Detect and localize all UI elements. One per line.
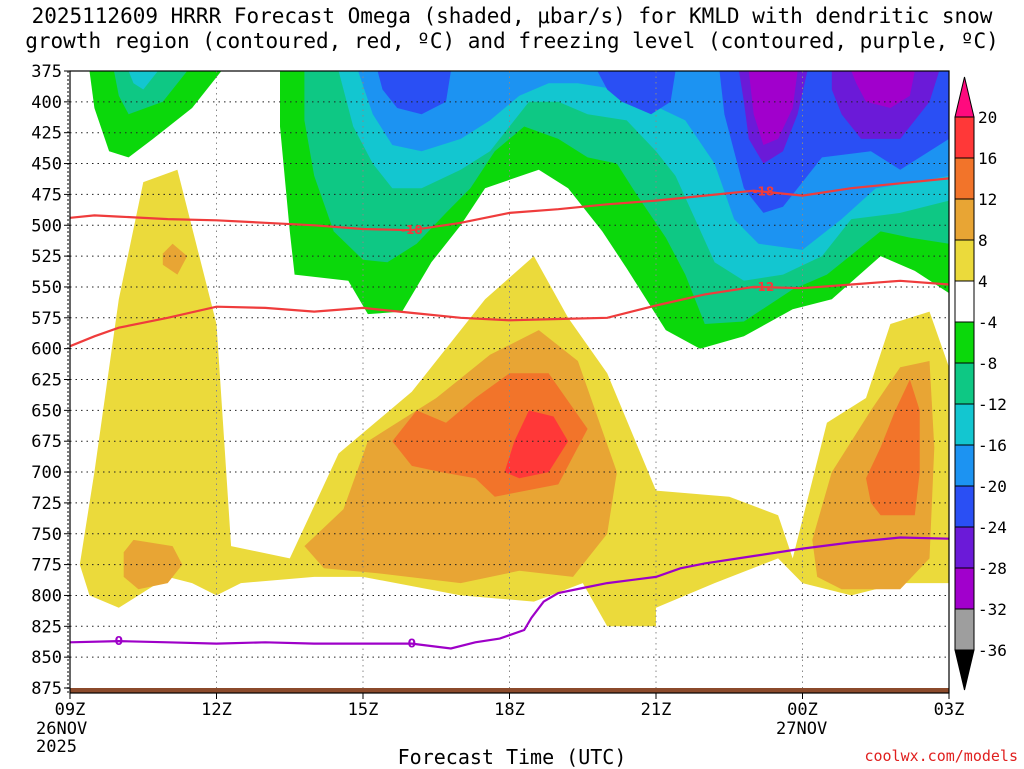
x-tick-label: 00Z bbox=[787, 700, 818, 720]
colorbar: 20 16 12 8 4 -4 -8 -12 -16 -20 -24 -28 -32 -36 bbox=[954, 76, 1007, 691]
colorbar-tick-label: 20 bbox=[978, 108, 997, 127]
contour-label: -12 bbox=[753, 280, 775, 294]
grid-layer bbox=[70, 71, 949, 693]
y-tick-label: 450 bbox=[31, 155, 62, 175]
omega-region-10 bbox=[114, 71, 188, 115]
colorbar-tick-label: -20 bbox=[978, 477, 1007, 496]
y-tick-label: 500 bbox=[31, 216, 62, 236]
colorbar-bin bbox=[954, 239, 975, 282]
y-tick-label: 875 bbox=[31, 679, 62, 699]
colorbar-tick-label: -4 bbox=[978, 313, 997, 332]
colorbar-bin bbox=[954, 526, 975, 569]
title-line-1: 2025112609 HRRR Forecast Omega (shaded, … bbox=[31, 4, 993, 28]
contour-label: -18 bbox=[753, 185, 775, 199]
colorbar-tick-label: 4 bbox=[978, 272, 988, 291]
title-line-2: growth region (contoured, red, ºC) and f… bbox=[25, 29, 999, 53]
x-tick-label: 12Z bbox=[201, 700, 232, 720]
y-tick-label: 425 bbox=[31, 124, 62, 144]
axes-layer: 375 400 425 450 475 500 525 550 575 600 625 650 675 7… bbox=[31, 62, 964, 720]
contour-label: -18 bbox=[401, 223, 423, 237]
contour-label: 0 bbox=[115, 634, 123, 648]
x-tick-label: 03Z bbox=[934, 700, 965, 720]
y-tick-label: 550 bbox=[31, 278, 62, 298]
contour-line-0 bbox=[70, 177, 949, 232]
omega-region-6 bbox=[866, 379, 920, 516]
y-tick-label: 475 bbox=[31, 185, 62, 205]
colorbar-bin bbox=[954, 116, 975, 159]
y-tick-label: 675 bbox=[31, 432, 62, 452]
contour-layer: -18 -18 -12 0 0 bbox=[70, 177, 949, 651]
start-date-day: 26NOV bbox=[36, 719, 88, 739]
ground-band bbox=[70, 688, 949, 693]
y-tick-label: 750 bbox=[31, 525, 62, 545]
x-tick-label: 18Z bbox=[494, 700, 525, 720]
colorbar-tick-label: -36 bbox=[978, 641, 1007, 660]
y-tick-label: 775 bbox=[31, 556, 62, 576]
omega-region-12 bbox=[128, 71, 158, 90]
y-tick-label: 400 bbox=[31, 93, 62, 113]
ground-layer bbox=[70, 688, 949, 693]
colorbar-tick-label: 12 bbox=[978, 190, 997, 209]
mid-date-label: 27NOV bbox=[776, 719, 828, 739]
x-tick-label: 09Z bbox=[55, 700, 86, 720]
omega-region-21 bbox=[851, 71, 915, 108]
y-tick-label: 800 bbox=[31, 586, 62, 606]
colorbar-tick-label: -28 bbox=[978, 559, 1007, 578]
start-date-label: 26NOV 2025 bbox=[36, 720, 87, 756]
colorbar-bin bbox=[954, 403, 975, 446]
y-tick-label: 650 bbox=[31, 401, 62, 421]
y-tick-label: 700 bbox=[31, 463, 62, 483]
colorbar-tick-label: -16 bbox=[978, 436, 1007, 455]
colorbar-bin bbox=[954, 485, 975, 528]
contour-line-2 bbox=[70, 536, 949, 650]
y-tick-label: 600 bbox=[31, 340, 62, 360]
x-tick-label: 15Z bbox=[348, 700, 379, 720]
omega-region-16 bbox=[597, 71, 676, 115]
y-tick-label: 525 bbox=[31, 247, 62, 267]
colorbar-bin bbox=[954, 362, 975, 405]
colorbar-tick-label: -8 bbox=[978, 354, 997, 373]
colorbar-bin bbox=[954, 567, 975, 610]
colorbar-bin bbox=[954, 608, 975, 651]
contour-label: 0 bbox=[408, 637, 416, 651]
colorbar-tick-label: -32 bbox=[978, 600, 1007, 619]
y-tick-label: 850 bbox=[31, 648, 62, 668]
colorbar-tick-label: -12 bbox=[978, 395, 1007, 414]
y-tick-label: 825 bbox=[31, 617, 62, 637]
credit-link[interactable]: coolwx.com/models bbox=[864, 747, 1018, 765]
colorbar-top-arrow bbox=[954, 76, 975, 118]
omega-region-20 bbox=[748, 71, 798, 145]
y-tick-label: 625 bbox=[31, 371, 62, 391]
colorbar-bin bbox=[954, 321, 975, 364]
omega-shading-layer bbox=[79, 71, 949, 627]
y-tick-label: 375 bbox=[31, 62, 62, 82]
colorbar-bottom-arrow bbox=[954, 649, 975, 691]
start-date-year: 2025 bbox=[36, 737, 77, 757]
colorbar-tick-label: 8 bbox=[978, 231, 988, 250]
omega-region-15 bbox=[377, 71, 451, 115]
x-tick-label: 21Z bbox=[641, 700, 672, 720]
omega-region-7 bbox=[504, 410, 569, 479]
chart-title: 2025112609 HRRR Forecast Omega (shaded, … bbox=[0, 4, 1024, 54]
x-axis-title: Forecast Time (UTC) bbox=[397, 745, 627, 769]
colorbar-bin bbox=[954, 280, 975, 323]
y-tick-label: 575 bbox=[31, 309, 62, 329]
colorbar-tick-label: -24 bbox=[978, 518, 1007, 537]
colorbar-bin bbox=[954, 157, 975, 200]
y-tick-label: 725 bbox=[31, 494, 62, 514]
contour-line-1 bbox=[70, 279, 949, 348]
omega-region-4 bbox=[162, 243, 188, 275]
colorbar-bin bbox=[954, 444, 975, 487]
colorbar-tick-label: 16 bbox=[978, 149, 997, 168]
colorbar-bin bbox=[954, 198, 975, 241]
